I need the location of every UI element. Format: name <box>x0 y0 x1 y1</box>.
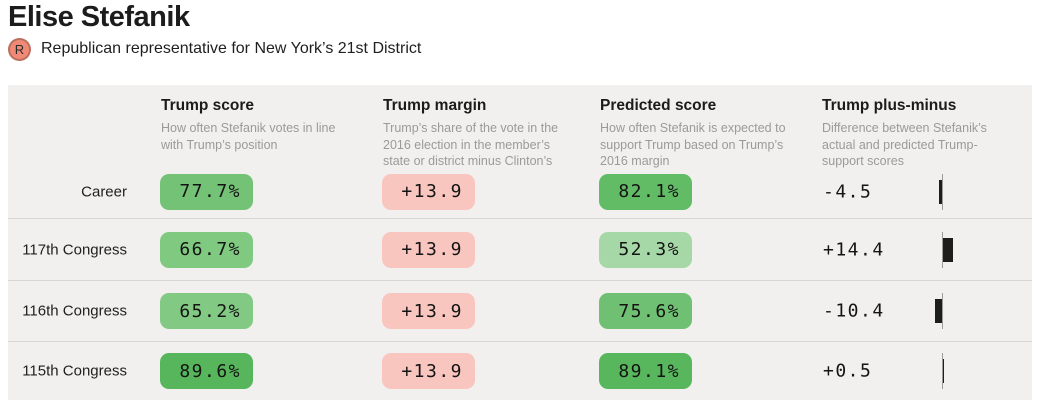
plus-minus-axis-line <box>942 353 943 389</box>
row-label: 116th Congress <box>22 302 127 320</box>
plus-minus-bar-chart <box>922 173 982 210</box>
row-label: Career <box>81 183 127 200</box>
plus-minus-bar <box>934 299 942 323</box>
table-body: Career 77.7% +13.9 82.1% -4.5 117th Cong… <box>8 165 1032 400</box>
column-label: Trump margin <box>383 97 487 114</box>
scores-table: Trump score How often Stefanik votes in … <box>8 85 1032 400</box>
table-row: 117th Congress 66.7% +13.9 52.3% +14.4 <box>8 218 1032 280</box>
column-label: Predicted score <box>600 97 717 114</box>
page-subtitle: Republican representative for New York’s… <box>41 40 422 57</box>
plus-minus-axis-line <box>942 231 943 268</box>
row-label: 117th Congress <box>22 241 127 258</box>
plus-minus-value: +0.5 <box>823 360 873 382</box>
column-description: Trump’s share of the vote in the 2016 el… <box>383 121 559 168</box>
trump-margin-pill: +13.9 <box>382 353 475 389</box>
predicted-score-pill: 89.1% <box>599 353 692 389</box>
party-badge-icon: R <box>8 37 31 61</box>
plus-minus-value: +14.4 <box>823 239 885 260</box>
column-description: Difference between Stefanik’s actual and… <box>822 121 987 168</box>
trump-score-pill: 89.6% <box>160 353 253 389</box>
column-description: How often Stefanik is expected to suppor… <box>600 121 786 168</box>
trump-margin-pill: +13.9 <box>382 173 475 210</box>
column-header-trump-plus-minus: Trump plus-minus Difference between Stef… <box>822 97 1022 170</box>
predicted-score-pill: 75.6% <box>599 293 692 329</box>
plus-minus-axis-line <box>942 293 943 329</box>
trump-score-pill: 65.2% <box>160 293 253 329</box>
column-label: Trump score <box>161 97 255 114</box>
column-description: How often Stefanik votes in line with Tr… <box>161 121 336 152</box>
column-header-trump-margin: Trump margin Trump’s share of the vote i… <box>383 97 583 170</box>
trump-margin-pill: +13.9 <box>382 293 475 329</box>
column-header-trump-score: Trump score How often Stefanik votes in … <box>161 97 361 153</box>
plus-minus-bar <box>938 179 942 204</box>
page-header: Elise Stefanik <box>8 0 190 34</box>
page-title: Elise Stefanik <box>8 1 190 33</box>
plus-minus-axis-line <box>942 173 943 210</box>
trump-margin-pill: +13.9 <box>382 231 475 268</box>
predicted-score-pill: 52.3% <box>599 231 692 268</box>
column-label: Trump plus-minus <box>822 97 957 114</box>
plus-minus-bar-chart <box>922 293 982 329</box>
plus-minus-bar-chart <box>922 353 982 389</box>
table-header: Trump score How often Stefanik votes in … <box>8 85 1032 168</box>
trump-score-pill: 66.7% <box>160 231 253 268</box>
plus-minus-bar <box>943 237 954 262</box>
trump-score-pill: 77.7% <box>160 173 253 210</box>
table-row: 116th Congress 65.2% +13.9 75.6% -10.4 <box>8 280 1032 341</box>
party-badge-letter: R <box>14 41 25 57</box>
column-header-predicted-score: Predicted score How often Stefanik is ex… <box>600 97 800 170</box>
predicted-score-pill: 82.1% <box>599 173 692 210</box>
plus-minus-value: -4.5 <box>823 181 873 202</box>
table-row: 115th Congress 89.6% +13.9 89.1% +0.5 <box>8 341 1032 400</box>
subtitle-row: R Republican representative for New York… <box>8 37 421 61</box>
table-row: Career 77.7% +13.9 82.1% -4.5 <box>8 165 1032 218</box>
row-label: 115th Congress <box>22 362 127 380</box>
plus-minus-bar-chart <box>922 231 982 268</box>
plus-minus-value: -10.4 <box>823 300 885 322</box>
